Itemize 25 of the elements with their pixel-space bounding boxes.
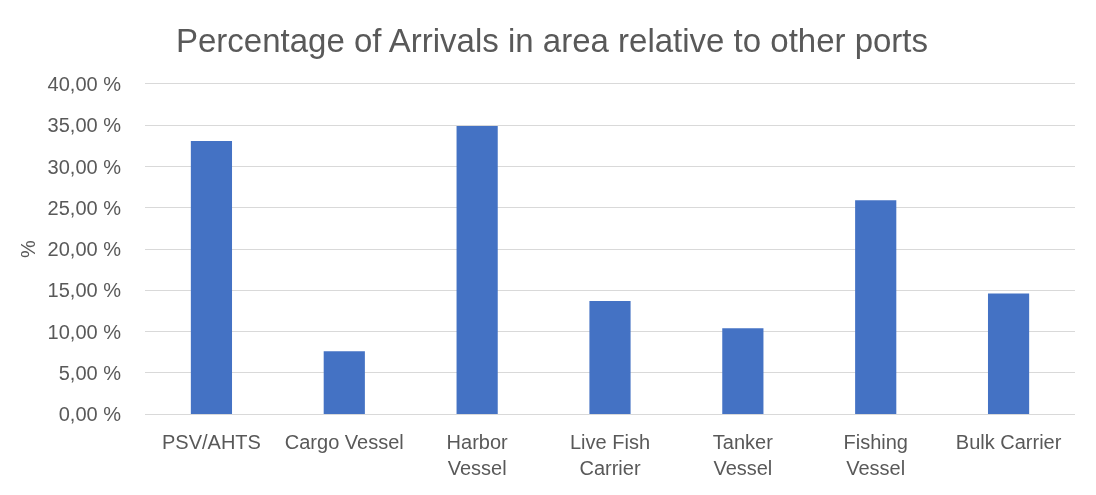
y-tick-label: 25,00 % xyxy=(47,196,122,219)
x-tick-label: Fishing Vessel xyxy=(843,431,908,480)
bar xyxy=(987,293,1030,414)
y-tick-label: 30,00 % xyxy=(47,155,122,178)
x-tick-label: Harbor Vessel xyxy=(446,431,509,480)
chart-title: Percentage of Arrivals in area relative to other ports xyxy=(175,21,929,59)
bar xyxy=(855,200,897,414)
x-tick-label: Live Fish Carrier xyxy=(569,431,651,480)
bar xyxy=(456,126,498,414)
y-tick-label: 10,00 % xyxy=(47,320,122,343)
x-tick-label: PSV/AHTS xyxy=(161,431,261,454)
x-tick-label: Bulk Carrier xyxy=(955,431,1062,454)
y-tick-label: 20,00 % xyxy=(47,238,122,260)
bar xyxy=(722,328,764,414)
x-tick-label: Cargo Vessel xyxy=(284,431,404,454)
y-tick-label: 0,00 % xyxy=(58,403,122,425)
bar xyxy=(323,351,365,414)
x-tick-label: Tanker Vessel xyxy=(712,431,774,480)
y-tick-label: 5,00 % xyxy=(58,361,122,384)
bar xyxy=(589,300,631,414)
y-axis-title: % xyxy=(17,239,40,258)
y-tick-label: 40,00 % xyxy=(47,73,122,95)
y-tick-label: 35,00 % xyxy=(47,114,122,137)
bar xyxy=(190,140,233,414)
y-tick-label: 15,00 % xyxy=(47,279,122,302)
